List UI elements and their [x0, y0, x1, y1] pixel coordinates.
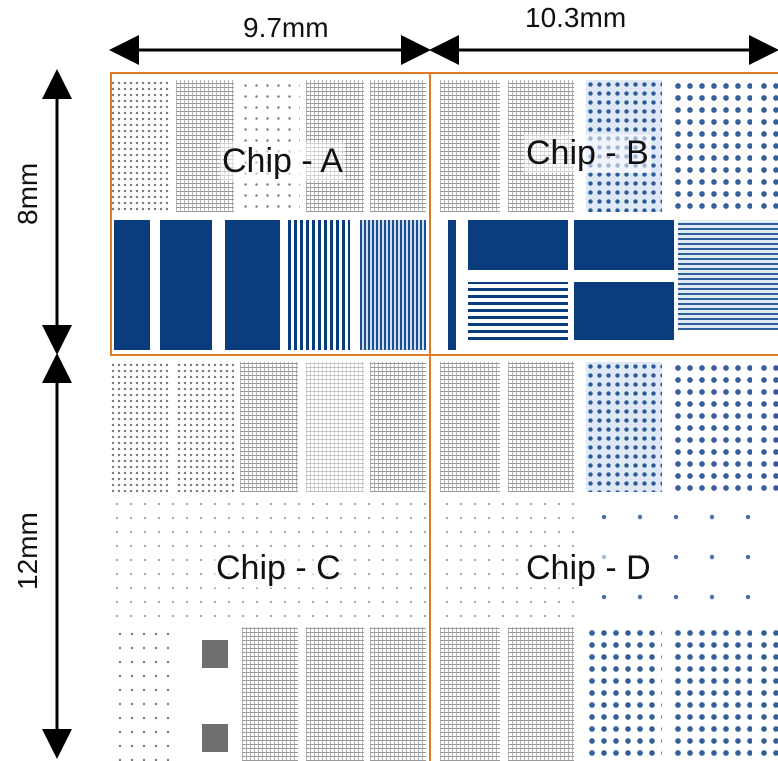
solid-pattern [574, 282, 674, 340]
dot-array-pattern [586, 362, 662, 492]
pattern-field [110, 362, 170, 492]
dot-array-pattern [672, 80, 752, 212]
solid-pattern [114, 220, 150, 350]
chip-c-label: Chip - C [214, 549, 343, 588]
line-grating-pattern [360, 220, 426, 350]
dot-array-pattern [672, 627, 752, 761]
dot-array-pattern [586, 627, 662, 761]
pattern-field [176, 362, 234, 492]
pattern-field [242, 627, 298, 761]
solid-pattern [468, 220, 568, 270]
wafer-layout: Chip - A Chip - B Chip - C Chip - D [110, 72, 778, 761]
line-grating-pattern [468, 282, 568, 340]
chip-b-width-label: 10.3mm [525, 2, 627, 33]
column-divider [429, 354, 431, 761]
pattern-field [110, 80, 170, 212]
solid-pattern [160, 220, 212, 350]
square-pattern [202, 640, 228, 668]
pattern-field [440, 627, 500, 761]
top-row-height-label: 8mm [12, 162, 43, 225]
pattern-field [440, 362, 500, 492]
pattern-field [508, 627, 574, 761]
sparse-pattern-field [440, 497, 580, 617]
line-grating-pattern [288, 220, 350, 350]
square-pattern [202, 724, 228, 752]
pattern-field [114, 627, 174, 761]
chip-b-label: Chip - B [524, 134, 651, 173]
line-grating-pattern [678, 220, 778, 330]
pattern-field [306, 627, 364, 761]
pattern-field [370, 80, 426, 212]
pattern-field [440, 80, 500, 212]
row-divider [110, 354, 778, 356]
pattern-field [370, 362, 426, 492]
pattern-field [508, 362, 574, 492]
dot-array-pattern [758, 80, 778, 212]
pattern-field [306, 362, 364, 492]
bottom-row-height-label: 12mm [12, 512, 43, 590]
solid-pattern [225, 220, 280, 350]
chip-d-label: Chip - D [524, 549, 653, 588]
dot-array-pattern [672, 362, 752, 492]
chip-a-label: Chip - A [220, 142, 345, 181]
dot-array-pattern [758, 362, 778, 492]
sparse-pattern-field [110, 497, 428, 617]
solid-pattern [574, 220, 674, 270]
chip-a-width-label: 9.7mm [243, 12, 329, 43]
dot-array-pattern [758, 627, 778, 761]
solid-pattern [448, 220, 456, 350]
pattern-field [370, 627, 426, 761]
pattern-field [240, 362, 298, 492]
